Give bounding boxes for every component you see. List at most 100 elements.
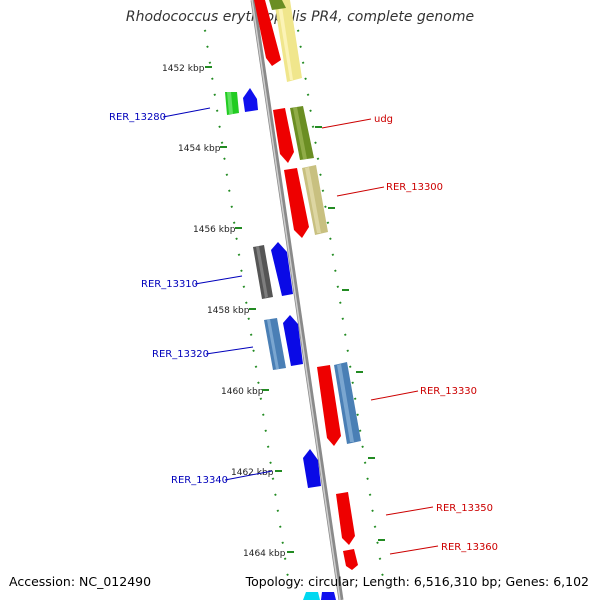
tick-labels: 1452 kbp 1454 kbp 1456 kbp 1458 kbp 1460…: [162, 64, 286, 559]
tick-dot: [346, 349, 350, 353]
tick-dot: [348, 365, 352, 369]
tick-dot: [314, 141, 317, 145]
tick-dot: [210, 77, 214, 81]
tick-dot: [254, 365, 258, 369]
tick-dot: [281, 541, 285, 545]
gene-label-udg[interactable]: udg: [374, 114, 393, 125]
tick-dot: [309, 109, 312, 113]
tick-dot: [299, 45, 302, 49]
tick-dot: [326, 221, 330, 225]
tick-dot: [257, 381, 260, 385]
tick-label: 1462 kbp: [231, 468, 274, 478]
tick-dot: [242, 285, 246, 289]
tick-dot: [203, 29, 207, 33]
tick-label: 1456 kbp: [193, 225, 236, 235]
tick-dot: [244, 301, 248, 305]
gene-rer-13300[interactable]: [284, 165, 328, 238]
tick-dot: [206, 45, 209, 49]
tick-dot: [368, 493, 372, 497]
tick-dot: [249, 333, 253, 337]
tick-dot: [371, 509, 374, 513]
tick-dot: [271, 477, 275, 481]
tick-dot: [213, 93, 217, 97]
tick-dot: [329, 237, 332, 241]
tick-dot: [225, 173, 229, 177]
tick-dot: [296, 29, 300, 33]
tick-dot: [301, 61, 305, 65]
tick-dot: [283, 557, 287, 561]
tick-dot: [373, 525, 377, 529]
tick-dot: [266, 445, 270, 449]
tick-dot: [356, 413, 360, 417]
gene-label-rer-13350[interactable]: RER_13350: [436, 503, 493, 514]
gene-rer-13320[interactable]: [264, 315, 303, 370]
tick-dot: [306, 93, 310, 97]
gene-top-yellow[interactable]: [269, 0, 302, 82]
tick-dot: [247, 317, 251, 321]
tick-dot: [358, 429, 362, 433]
tick-dot: [269, 461, 272, 465]
tick-label: 1452 kbp: [162, 64, 205, 74]
tick-dot: [235, 237, 238, 241]
tick-dot: [311, 125, 315, 129]
gene-label-rer-13280[interactable]: RER_13280: [109, 112, 166, 123]
tick-dot: [276, 509, 280, 513]
gene-top-red[interactable]: [254, 0, 281, 66]
tick-dot: [223, 157, 226, 161]
gene-rer-13360[interactable]: [343, 549, 358, 570]
major-ticks: [205, 66, 385, 553]
tick-dot: [334, 269, 337, 273]
tick-dot: [336, 285, 340, 289]
gene-label-rer-13360[interactable]: RER_13360: [441, 542, 498, 553]
accession-text: Accession: NC_012490: [9, 574, 152, 589]
tick-dot: [341, 317, 345, 321]
tick-dot: [343, 333, 347, 337]
tick-dot: [304, 77, 307, 81]
tick-dot: [361, 445, 364, 449]
tick-label: 1454 kbp: [178, 144, 221, 154]
gene-rer-13350[interactable]: [336, 492, 355, 545]
genome-backbone-highlight: [251, 0, 341, 600]
tick-dot: [321, 189, 325, 193]
gene-label-rer-13300[interactable]: RER_13300: [386, 182, 443, 193]
tick-label: 1460 kbp: [221, 387, 264, 397]
tick-dot: [259, 397, 263, 401]
tick-dot: [230, 205, 234, 209]
tick-dot: [338, 301, 342, 305]
gene-label-rer-13340[interactable]: RER_13340: [171, 475, 228, 486]
gene-label-rer-13310[interactable]: RER_13310: [141, 279, 198, 290]
tick-dot: [264, 429, 268, 433]
tick-dot: [378, 557, 382, 561]
tick-dot: [351, 381, 355, 385]
tick-dot: [208, 61, 212, 65]
gene-rer-13330[interactable]: [317, 362, 361, 446]
gene-rer-13340[interactable]: [303, 449, 321, 488]
map-title: Rhodococcus erythropolis PR4, complete g…: [125, 9, 475, 25]
tick-label: 1464 kbp: [243, 549, 286, 559]
tick-dot: [232, 221, 236, 225]
tick-dot: [319, 173, 322, 177]
topology-summary: Topology: circular; Length: 6,516,310 bp…: [245, 574, 589, 589]
gene-rer-13280[interactable]: [225, 88, 258, 115]
tick-dot: [331, 253, 335, 257]
tick-dot: [274, 493, 277, 497]
tick-dot: [240, 269, 243, 273]
tick-dot: [215, 109, 219, 113]
tick-dot: [218, 125, 221, 129]
tick-dot: [316, 157, 320, 161]
tick-dot: [363, 461, 367, 465]
tick-dot: [278, 525, 282, 529]
gene-rer-13310[interactable]: [253, 242, 293, 299]
gene-udg[interactable]: [273, 106, 314, 163]
gene-label-rer-13330[interactable]: RER_13330: [420, 386, 477, 397]
tick-dot: [286, 573, 289, 577]
tick-dot: [324, 205, 327, 209]
gene-bottom-edge[interactable]: [303, 592, 336, 600]
tick-dot: [252, 349, 255, 353]
tick-dot: [261, 413, 265, 417]
gene-label-rer-13320[interactable]: RER_13320: [152, 349, 209, 360]
tick-dot: [366, 477, 369, 481]
tick-dot: [220, 141, 224, 145]
tick-label: 1458 kbp: [207, 306, 250, 316]
